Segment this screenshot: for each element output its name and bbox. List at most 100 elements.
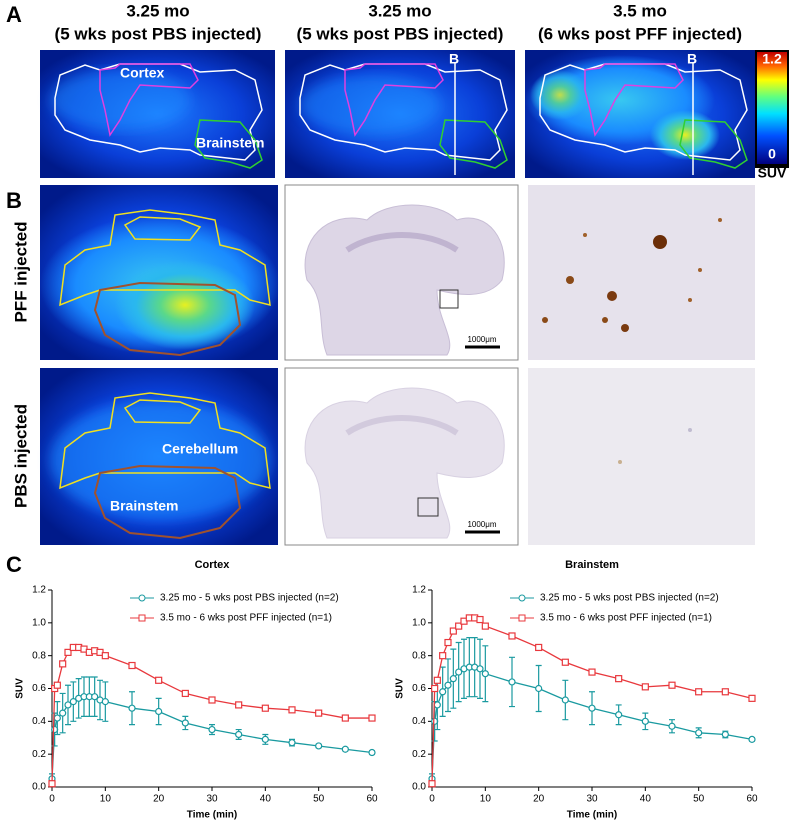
y-tick-label: 0.0 [412, 782, 426, 793]
data-point [128, 661, 136, 670]
pet-image: B [285, 50, 515, 178]
x-tick-label: 40 [640, 794, 652, 805]
data-point [561, 696, 569, 704]
data-point [101, 652, 109, 660]
x-tick-label: 0 [49, 794, 55, 805]
data-point [535, 643, 543, 652]
x-tick-label: 60 [366, 794, 378, 805]
data-point [69, 698, 77, 706]
data-point [155, 676, 163, 684]
data-point [428, 780, 436, 788]
data-point [481, 622, 489, 630]
data-point [615, 675, 623, 683]
scale-bar-label: 1000μm [467, 520, 496, 529]
column-title: 3.25 mo [368, 1, 431, 20]
data-point [368, 714, 376, 722]
histology-image: 1000μm [284, 367, 519, 546]
region-label: Cerebellum [162, 441, 238, 457]
y-tick-label: 0.2 [412, 749, 426, 760]
data-point [588, 668, 596, 676]
x-tick-label: 20 [153, 794, 165, 805]
data-point [261, 704, 269, 712]
chart-title: Cortex [195, 559, 231, 571]
data-point [481, 670, 489, 678]
row-label: PFF injected [11, 221, 30, 322]
x-tick-label: 10 [480, 794, 492, 805]
data-point [53, 714, 61, 722]
x-tick-label: 60 [746, 794, 758, 805]
x-axis-label: Time (min) [567, 810, 617, 821]
data-point [341, 745, 349, 753]
legend-label: 3.5 mo - 6 wks post PFF injected (n=1) [540, 613, 712, 624]
data-point [449, 675, 457, 683]
data-point [101, 698, 109, 706]
x-tick-label: 10 [100, 794, 112, 805]
data-point [53, 681, 61, 689]
data-point [439, 688, 447, 696]
y-axis-label: SUV [395, 678, 406, 699]
data-point [208, 725, 216, 734]
x-tick-label: 20 [533, 794, 545, 805]
chart-title: Brainstem [565, 559, 619, 571]
data-point [288, 739, 296, 747]
data-point [615, 711, 623, 719]
data-point [59, 709, 67, 717]
data-point [315, 742, 323, 750]
data-point [444, 638, 452, 647]
data-point [444, 681, 452, 689]
y-tick-label: 0.2 [32, 749, 46, 760]
data-point [476, 615, 484, 624]
legend-label: 3.25 mo - 5 wks post PBS injected (n=2) [160, 593, 339, 604]
y-tick-label: 0.6 [412, 683, 426, 694]
data-point [695, 729, 703, 737]
data-point [641, 683, 649, 691]
data-point [128, 704, 136, 712]
x-tick-label: 40 [260, 794, 272, 805]
row-label: PBS injected [11, 404, 30, 508]
region-label: Brainstem [196, 135, 264, 151]
data-point [449, 627, 457, 635]
data-point [155, 707, 163, 716]
pet-image: B [525, 50, 755, 178]
data-point [721, 688, 729, 696]
x-tick-label: 30 [206, 794, 218, 805]
series-line [431, 666, 753, 779]
data-point [668, 681, 676, 689]
region-label: Cortex [120, 65, 165, 81]
data-point [315, 709, 323, 717]
data-point [508, 678, 516, 686]
y-tick-label: 0.6 [32, 683, 46, 694]
data-point [235, 730, 243, 739]
data-point [64, 701, 72, 709]
y-tick-label: 0.8 [32, 650, 46, 661]
data-point [455, 668, 463, 676]
column-subtitle: (5 wks post PBS injected) [297, 24, 504, 43]
data-point [181, 689, 189, 698]
data-point [288, 706, 296, 714]
histology-image: 1000μm [284, 184, 519, 361]
region-label: Brainstem [110, 498, 178, 514]
panel-label: B [6, 188, 22, 213]
data-point [433, 701, 441, 709]
colorbar-min: 0 [768, 146, 776, 162]
colorbar-unit: SUV [758, 165, 787, 181]
column-subtitle: (5 wks post PBS injected) [55, 24, 262, 43]
x-tick-label: 0 [429, 794, 435, 805]
scale-bar-label: 1000μm [467, 335, 496, 344]
colorbar-max: 1.2 [762, 51, 782, 67]
data-point [431, 684, 439, 693]
y-tick-label: 1.0 [412, 617, 426, 628]
y-axis-label: SUV [15, 678, 26, 699]
y-tick-label: 1.2 [412, 585, 426, 596]
data-point [695, 688, 703, 696]
column-title: 3.25 mo [126, 1, 189, 20]
data-point [368, 748, 376, 757]
x-tick-label: 50 [313, 794, 325, 805]
legend-label: 3.25 mo - 5 wks post PBS injected (n=2) [540, 593, 719, 604]
y-tick-label: 1.2 [32, 585, 46, 596]
data-point [64, 648, 72, 656]
legend-marker [518, 614, 526, 622]
legend-label: 3.5 mo - 6 wks post PFF injected (n=1) [160, 613, 332, 624]
panel-label: C [6, 552, 22, 577]
